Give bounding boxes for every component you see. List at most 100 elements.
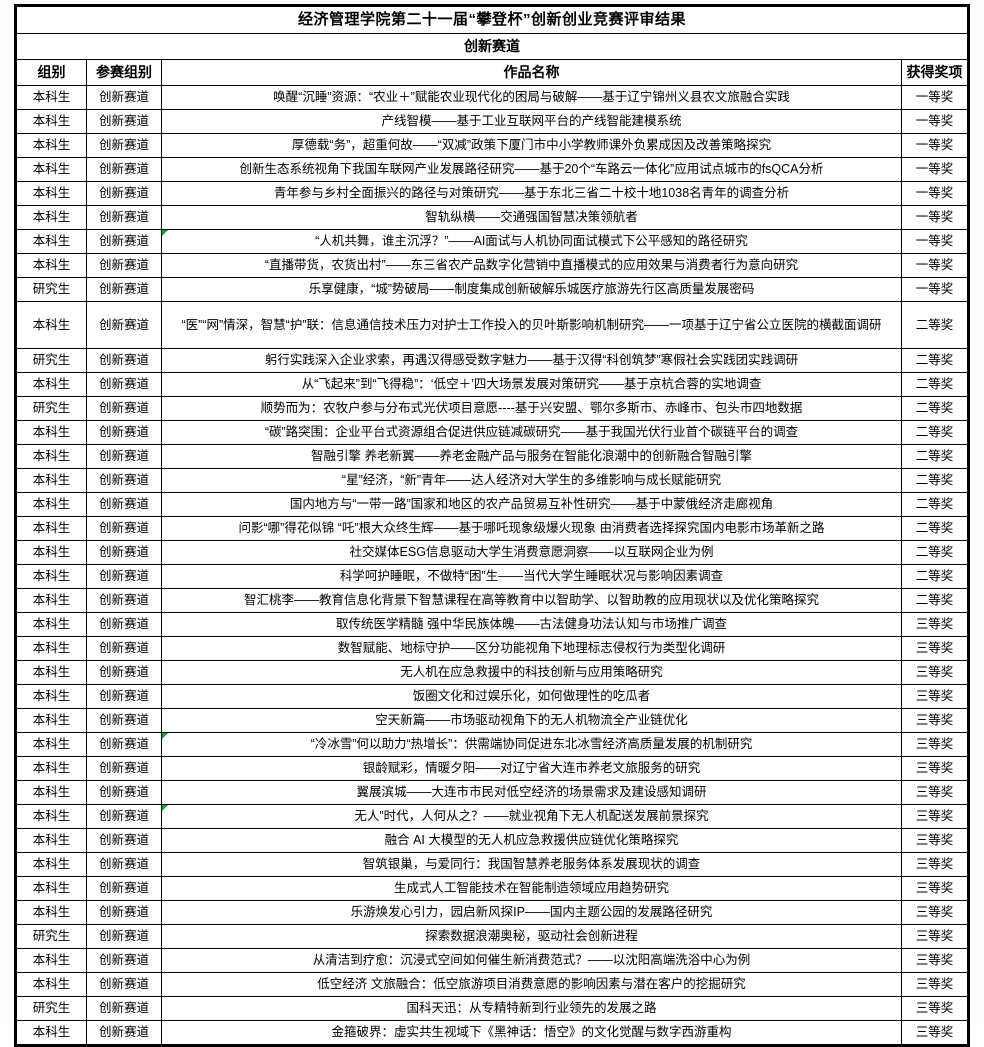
cell-award[interactable]: 二等奖 <box>900 420 970 445</box>
cell-group[interactable]: 研究生 <box>15 996 87 1021</box>
cell-group[interactable]: 本科生 <box>15 660 87 685</box>
cell-track[interactable]: 创新赛道 <box>86 852 162 877</box>
table-row[interactable]: 本科生 创新赛道 无人”时代，人何从之？——就业视角下无人机配送发展前景探究 三等奖 <box>15 804 970 829</box>
cell-track[interactable]: 创新赛道 <box>86 924 162 949</box>
cell-track[interactable]: 创新赛道 <box>86 588 162 613</box>
cell-award[interactable]: 三等奖 <box>900 996 970 1021</box>
cell-group[interactable]: 研究生 <box>15 277 87 302</box>
cell-project-name[interactable]: 无人”时代，人何从之？——就业视角下无人机配送发展前景探究 <box>161 804 902 829</box>
cell-project-name[interactable]: 乐游焕发心引力，园启新风探IP——国内主题公园的发展路径研究 <box>161 900 902 925</box>
cell-project-name[interactable]: “人机共舞，谁主沉浮？”——AI面试与人机协同面试模式下公平感知的路径研究 <box>161 229 902 254</box>
cell-project-name[interactable]: 金箍破界：虚实共生视域下《黑神话：悟空》的文化觉醒与数字西游重构 <box>161 1020 902 1046</box>
table-row[interactable]: 本科生 创新赛道 社交媒体ESG信息驱动大学生消费意愿洞察——以互联网企业为例 二等奖 <box>15 540 970 565</box>
cell-track[interactable]: 创新赛道 <box>86 708 162 733</box>
cell-project-name[interactable]: 融合 AI 大模型的无人机应急救援供应链优化策略探究 <box>161 828 902 853</box>
cell-project-name[interactable]: 翼展滨城——大连市市民对低空经济的场景需求及建设感知调研 <box>161 780 902 805</box>
cell-award[interactable]: 三等奖 <box>900 804 970 829</box>
cell-group[interactable]: 本科生 <box>15 492 87 517</box>
cell-award[interactable]: 三等奖 <box>900 708 970 733</box>
cell-group[interactable]: 本科生 <box>15 540 87 565</box>
cell-group[interactable]: 本科生 <box>15 205 87 230</box>
cell-group[interactable]: 本科生 <box>15 157 87 182</box>
cell-group[interactable]: 本科生 <box>15 181 87 206</box>
cell-project-name[interactable]: “直播带货，农货出村”——东三省农产品数字化营销中直播模式的应用效果与消费者行为… <box>161 253 902 278</box>
cell-project-name[interactable]: 低空经济 文旅融合：低空旅游项目消费意愿的影响因素与潜在客户的挖掘研究 <box>161 972 902 997</box>
cell-track[interactable]: 创新赛道 <box>86 756 162 781</box>
cell-award[interactable]: 二等奖 <box>900 516 970 541</box>
table-row[interactable]: 本科生 创新赛道 翼展滨城——大连市市民对低空经济的场景需求及建设感知调研 三等奖 <box>15 780 970 805</box>
cell-track[interactable]: 创新赛道 <box>86 253 162 278</box>
cell-project-name[interactable]: 智融引擎 养老新翼——养老金融产品与服务在智能化浪潮中的创新融合智融引擎 <box>161 444 902 469</box>
cell-project-name[interactable]: 青年参与乡村全面振兴的路径与对策研究——基于东北三省二十校十地1038名青年的调… <box>161 181 902 206</box>
cell-group[interactable]: 本科生 <box>15 948 87 973</box>
cell-project-name[interactable]: 问影“哪”得花似锦 “吒”根大众终生辉——基于哪吒现象级爆火现象 由消费者选择探… <box>161 516 902 541</box>
cell-project-name[interactable]: 从清洁到疗愈：沉浸式空间如何催生新消费范式？——以沈阳高端洗浴中心为例 <box>161 948 902 973</box>
table-row[interactable]: 研究生 创新赛道 顺势而为：农牧户参与分布式光伏项目意愿----基于兴安盟、鄂尔多斯… <box>15 396 970 421</box>
cell-track[interactable]: 创新赛道 <box>86 492 162 517</box>
cell-award[interactable]: 一等奖 <box>900 85 970 110</box>
cell-track[interactable]: 创新赛道 <box>86 420 162 445</box>
table-row[interactable]: 研究生 创新赛道 躬行实践深入企业求索，再遇汉得感受数字魅力——基于汉得“科创筑梦”… <box>15 348 970 373</box>
cell-track[interactable]: 创新赛道 <box>86 828 162 853</box>
table-row[interactable]: 本科生 创新赛道 银龄赋彩，情暖夕阳——对辽宁省大连市养老文旅服务的研究 三等奖 <box>15 756 970 781</box>
cell-group[interactable]: 本科生 <box>15 301 87 349</box>
cell-group[interactable]: 本科生 <box>15 564 87 589</box>
cell-track[interactable]: 创新赛道 <box>86 516 162 541</box>
table-row[interactable]: 本科生 创新赛道 融合 AI 大模型的无人机应急救援供应链优化策略探究 三等奖 <box>15 828 970 853</box>
cell-project-name[interactable]: 从“飞起来”到“飞得稳”：‘低空＋’四大场景发展对策研究——基于京杭合蓉的实地调… <box>161 372 902 397</box>
cell-award[interactable]: 二等奖 <box>900 468 970 493</box>
cell-project-name[interactable]: 银龄赋彩，情暖夕阳——对辽宁省大连市养老文旅服务的研究 <box>161 756 902 781</box>
cell-project-name[interactable]: 饭圈文化和过娱乐化，如何做理性的吃瓜者 <box>161 684 902 709</box>
cell-project-name[interactable]: “医”“网”情深，智慧“护”联：信息通信技术压力对护士工作投入的贝叶斯影响机制研… <box>161 301 902 349</box>
cell-award[interactable]: 一等奖 <box>900 181 970 206</box>
cell-award[interactable]: 三等奖 <box>900 852 970 877</box>
cell-project-name[interactable]: 创新生态系统视角下我国车联网产业发展路径研究——基于20个“车路云一体化”应用试… <box>161 157 902 182</box>
cell-award[interactable]: 二等奖 <box>900 540 970 565</box>
cell-group[interactable]: 本科生 <box>15 684 87 709</box>
cell-project-name[interactable]: 国科天迅：从专精特新到行业领先的发展之路 <box>161 996 902 1021</box>
cell-project-name[interactable]: 智轨纵横——交通强国智慧决策领航者 <box>161 205 902 230</box>
cell-track[interactable]: 创新赛道 <box>86 85 162 110</box>
cell-track[interactable]: 创新赛道 <box>86 684 162 709</box>
cell-group[interactable]: 本科生 <box>15 612 87 637</box>
cell-group[interactable]: 本科生 <box>15 109 87 134</box>
cell-award[interactable]: 二等奖 <box>900 564 970 589</box>
cell-group[interactable]: 本科生 <box>15 780 87 805</box>
cell-award[interactable]: 二等奖 <box>900 372 970 397</box>
cell-project-name[interactable]: 躬行实践深入企业求索，再遇汉得感受数字魅力——基于汉得“科创筑梦”寒假社会实践团… <box>161 348 902 373</box>
cell-award[interactable]: 三等奖 <box>900 684 970 709</box>
table-row[interactable]: 本科生 创新赛道 创新生态系统视角下我国车联网产业发展路径研究——基于20个“车路云… <box>15 157 970 182</box>
cell-group[interactable]: 本科生 <box>15 516 87 541</box>
cell-project-name[interactable]: 厚德载“务”，超重何故——“双减”政策下厦门市中小学教师课外负累成因及改善策略探… <box>161 133 902 158</box>
cell-project-name[interactable]: 取传统医学精髓 强中华民族体魄——古法健身功法认知与市场推广调查 <box>161 612 902 637</box>
cell-group[interactable]: 本科生 <box>15 588 87 613</box>
cell-group[interactable]: 本科生 <box>15 732 87 757</box>
cell-project-name[interactable]: 空天新篇——市场驱动视角下的无人机物流全产业链优化 <box>161 708 902 733</box>
cell-track[interactable]: 创新赛道 <box>86 181 162 206</box>
cell-project-name[interactable]: 产线智模——基于工业互联网平台的产线智能建模系统 <box>161 109 902 134</box>
cell-track[interactable]: 创新赛道 <box>86 1020 162 1046</box>
table-row[interactable]: 本科生 创新赛道 智融引擎 养老新翼——养老金融产品与服务在智能化浪潮中的创新融合智… <box>15 444 970 469</box>
cell-group[interactable]: 本科生 <box>15 708 87 733</box>
cell-track[interactable]: 创新赛道 <box>86 612 162 637</box>
cell-group[interactable]: 本科生 <box>15 372 87 397</box>
cell-group[interactable]: 本科生 <box>15 444 87 469</box>
cell-project-name[interactable]: 顺势而为：农牧户参与分布式光伏项目意愿----基于兴安盟、鄂尔多斯市、赤峰市、包… <box>161 396 902 421</box>
cell-group[interactable]: 本科生 <box>15 133 87 158</box>
cell-group[interactable]: 本科生 <box>15 85 87 110</box>
table-row[interactable]: 本科生 创新赛道 智筑银巢，与爱同行：我国智慧养老服务体系发展现状的调查 三等奖 <box>15 852 970 877</box>
table-row[interactable]: 本科生 创新赛道 厚德载“务”，超重何故——“双减”政策下厦门市中小学教师课外负累成… <box>15 133 970 158</box>
cell-project-name[interactable]: “冷冰雪”何以助力“热增长”：供需端协同促进东北冰雪经济高质量发展的机制研究 <box>161 732 902 757</box>
cell-award[interactable]: 一等奖 <box>900 229 970 254</box>
cell-award[interactable]: 二等奖 <box>900 348 970 373</box>
cell-group[interactable]: 研究生 <box>15 348 87 373</box>
cell-project-name[interactable]: 智筑银巢，与爱同行：我国智慧养老服务体系发展现状的调查 <box>161 852 902 877</box>
cell-award[interactable]: 三等奖 <box>900 780 970 805</box>
cell-track[interactable]: 创新赛道 <box>86 229 162 254</box>
cell-project-name[interactable]: 数智赋能、地标守护——区分功能视角下地理标志侵权行为类型化调研 <box>161 636 902 661</box>
table-row[interactable]: 本科生 创新赛道 乐游焕发心引力，园启新风探IP——国内主题公园的发展路径研究 三等奖 <box>15 900 970 925</box>
cell-award[interactable]: 一等奖 <box>900 253 970 278</box>
cell-group[interactable]: 本科生 <box>15 756 87 781</box>
cell-award[interactable]: 二等奖 <box>900 588 970 613</box>
table-row[interactable]: 本科生 创新赛道 “人机共舞，谁主沉浮？”——AI面试与人机协同面试模式下公平感知的… <box>15 229 970 254</box>
